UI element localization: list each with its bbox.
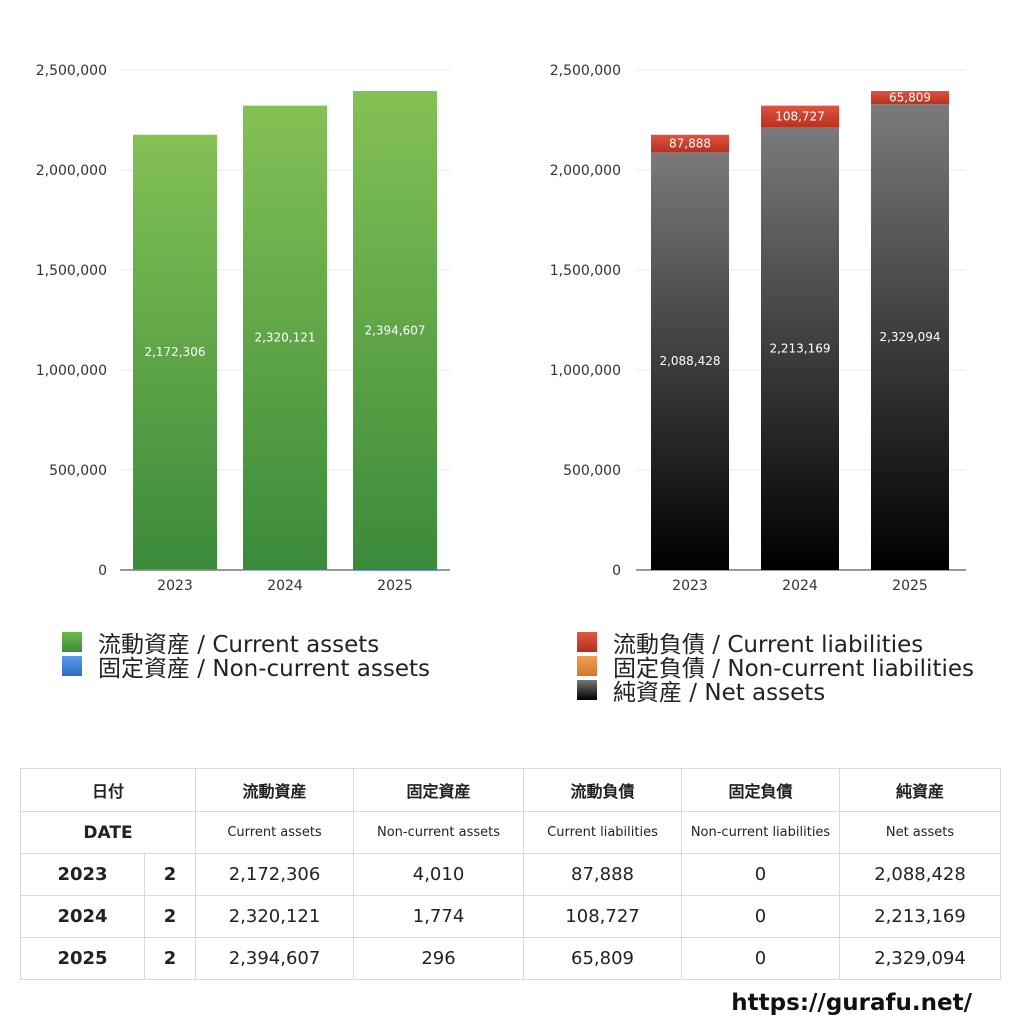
y-tick-label: 0 [612, 563, 621, 579]
table-cell: 296 [353, 937, 525, 980]
y-tick-label: 500,000 [563, 463, 621, 479]
x-tick-label: 2024 [782, 578, 818, 594]
bar [651, 134, 729, 153]
table-cell-year: 2025 [20, 937, 145, 980]
legend-swatch-non-current-liabilities [577, 656, 597, 676]
data-label: 108,727 [775, 109, 825, 123]
table-cell: 108,727 [523, 895, 683, 938]
table-subheader-row: DATE Current assets Non-current assets C… [19, 811, 1002, 854]
table-cell: 2,088,428 [839, 853, 1002, 896]
table-header: 固定資産 [353, 768, 525, 812]
y-tick-label: 2,500,000 [36, 63, 107, 79]
data-label: 65,809 [889, 91, 931, 105]
legend-label: 固定負債 / Non-current liabilities [613, 656, 974, 682]
assets-legend: 流動資産 / Current assets 固定資産 / Non-current… [62, 630, 430, 682]
table-cell: 0 [681, 895, 841, 938]
table-subheader: Net assets [839, 811, 1002, 854]
table-cell: 2,329,094 [839, 937, 1002, 980]
table-cell-year: 2024 [20, 895, 145, 938]
legend-item-net-assets: 純資産 / Net assets [577, 678, 974, 706]
bar [353, 91, 437, 570]
y-tick-label: 500,000 [49, 463, 107, 479]
bar [651, 152, 729, 571]
assets-chart: 0 500,000 1,000,000 1,500,000 2,000,000 2,500… [36, 63, 450, 594]
bar [761, 105, 839, 128]
table-subheader: Non-current assets [353, 811, 525, 854]
bar [243, 569, 327, 571]
y-tick-label: 1,500,000 [550, 263, 621, 279]
table-cell: 2,394,607 [195, 937, 355, 980]
table-cell: 2,320,121 [195, 895, 355, 938]
bar [871, 91, 949, 105]
data-label: 2,320,121 [254, 331, 315, 345]
table-cell: 0 [681, 937, 841, 980]
table-cell: 2,172,306 [195, 853, 355, 896]
legend-label: 流動資産 / Current assets [98, 632, 380, 658]
y-tick-label: 1,500,000 [36, 263, 107, 279]
legend-label: 純資産 / Net assets [613, 680, 826, 706]
x-tick-label: 2025 [892, 578, 928, 594]
y-tick-label: 2,000,000 [36, 163, 107, 179]
table-header: 純資産 [839, 768, 1002, 812]
table-cell: 4,010 [353, 853, 525, 896]
legend-swatch-net-assets [577, 680, 597, 700]
site-url: https://gurafu.net/ [731, 990, 972, 1016]
data-label: 2,394,607 [364, 323, 425, 337]
legend-item-current-assets: 流動資産 / Current assets [62, 630, 430, 658]
charts-area: 0 500,000 1,000,000 1,500,000 2,000,000 2,500… [36, 63, 966, 594]
x-tick-label: 2023 [672, 578, 708, 594]
y-tick-label: 2,000,000 [550, 163, 621, 179]
table-cell: 2 [143, 937, 197, 980]
x-tick-label: 2025 [377, 578, 413, 594]
y-tick-label: 1,000,000 [550, 363, 621, 379]
table-subheader: Current liabilities [523, 811, 683, 854]
bar [133, 134, 217, 570]
legend-item-current-liabilities: 流動負債 / Current liabilities [577, 630, 974, 658]
table-subheader: Current assets [195, 811, 355, 854]
legend-swatch-current-assets [62, 632, 82, 652]
bar [871, 104, 949, 570]
legend-label: 固定資産 / Non-current assets [98, 656, 431, 682]
data-label: 2,329,094 [879, 330, 940, 344]
bar [133, 569, 217, 570]
table-header: 流動負債 [523, 768, 683, 812]
table-cell: 65,809 [523, 937, 683, 980]
table-subheader: DATE [19, 811, 197, 854]
table-row: 2023 2 2,172,306 4,010 87,888 0 2,088,42… [20, 853, 1002, 896]
legend-item-non-current-liabilities: 固定負債 / Non-current liabilities [577, 654, 974, 682]
table-cell: 2,213,169 [839, 895, 1002, 938]
data-label: 87,888 [669, 137, 711, 151]
table-header: 固定負債 [681, 768, 841, 812]
liabilities-legend: 流動負債 / Current liabilities 固定負債 / Non-cu… [577, 630, 974, 706]
legend-swatch-non-current-assets [62, 656, 82, 676]
table-cell: 2 [143, 895, 197, 938]
data-label: 2,213,169 [769, 342, 830, 356]
y-tick-label: 2,500,000 [550, 63, 621, 79]
x-tick-label: 2024 [267, 578, 303, 594]
legend-item-non-current-assets: 固定資産 / Non-current assets [62, 654, 430, 682]
table-row: 2024 2 2,320,121 1,774 108,727 0 2,213,1… [20, 895, 1002, 938]
table-cell: 87,888 [523, 853, 683, 896]
table-header-row: 日付 流動資産 固定資産 流動負債 固定負債 純資産 [19, 768, 1002, 812]
table-cell: 0 [681, 853, 841, 896]
bar [353, 569, 437, 571]
y-tick-label: 0 [98, 563, 107, 579]
liabilities-chart: 0 500,000 1,000,000 1,500,000 2,000,000 2,500… [550, 63, 966, 594]
data-label: 2,088,428 [659, 354, 720, 368]
table-subheader: Non-current liabilities [681, 811, 841, 854]
table-cell: 1,774 [353, 895, 525, 938]
table-cell: 2 [143, 853, 197, 896]
table-header: 日付 [19, 768, 197, 812]
bar [761, 127, 839, 570]
data-label: 2,172,306 [144, 345, 205, 359]
legend-label: 流動負債 / Current liabilities [613, 632, 924, 658]
bar [243, 105, 327, 570]
legend-swatch-current-liabilities [577, 632, 597, 652]
x-tick-label: 2023 [157, 578, 193, 594]
table-row: 2025 2 2,394,607 296 65,809 0 2,329,094 [20, 937, 1002, 980]
data-table: 日付 流動資産 固定資産 流動負債 固定負債 純資産 DATE Current … [19, 768, 1002, 980]
y-tick-label: 1,000,000 [36, 363, 107, 379]
table-header: 流動資産 [195, 768, 355, 812]
table-cell-year: 2023 [20, 853, 145, 896]
